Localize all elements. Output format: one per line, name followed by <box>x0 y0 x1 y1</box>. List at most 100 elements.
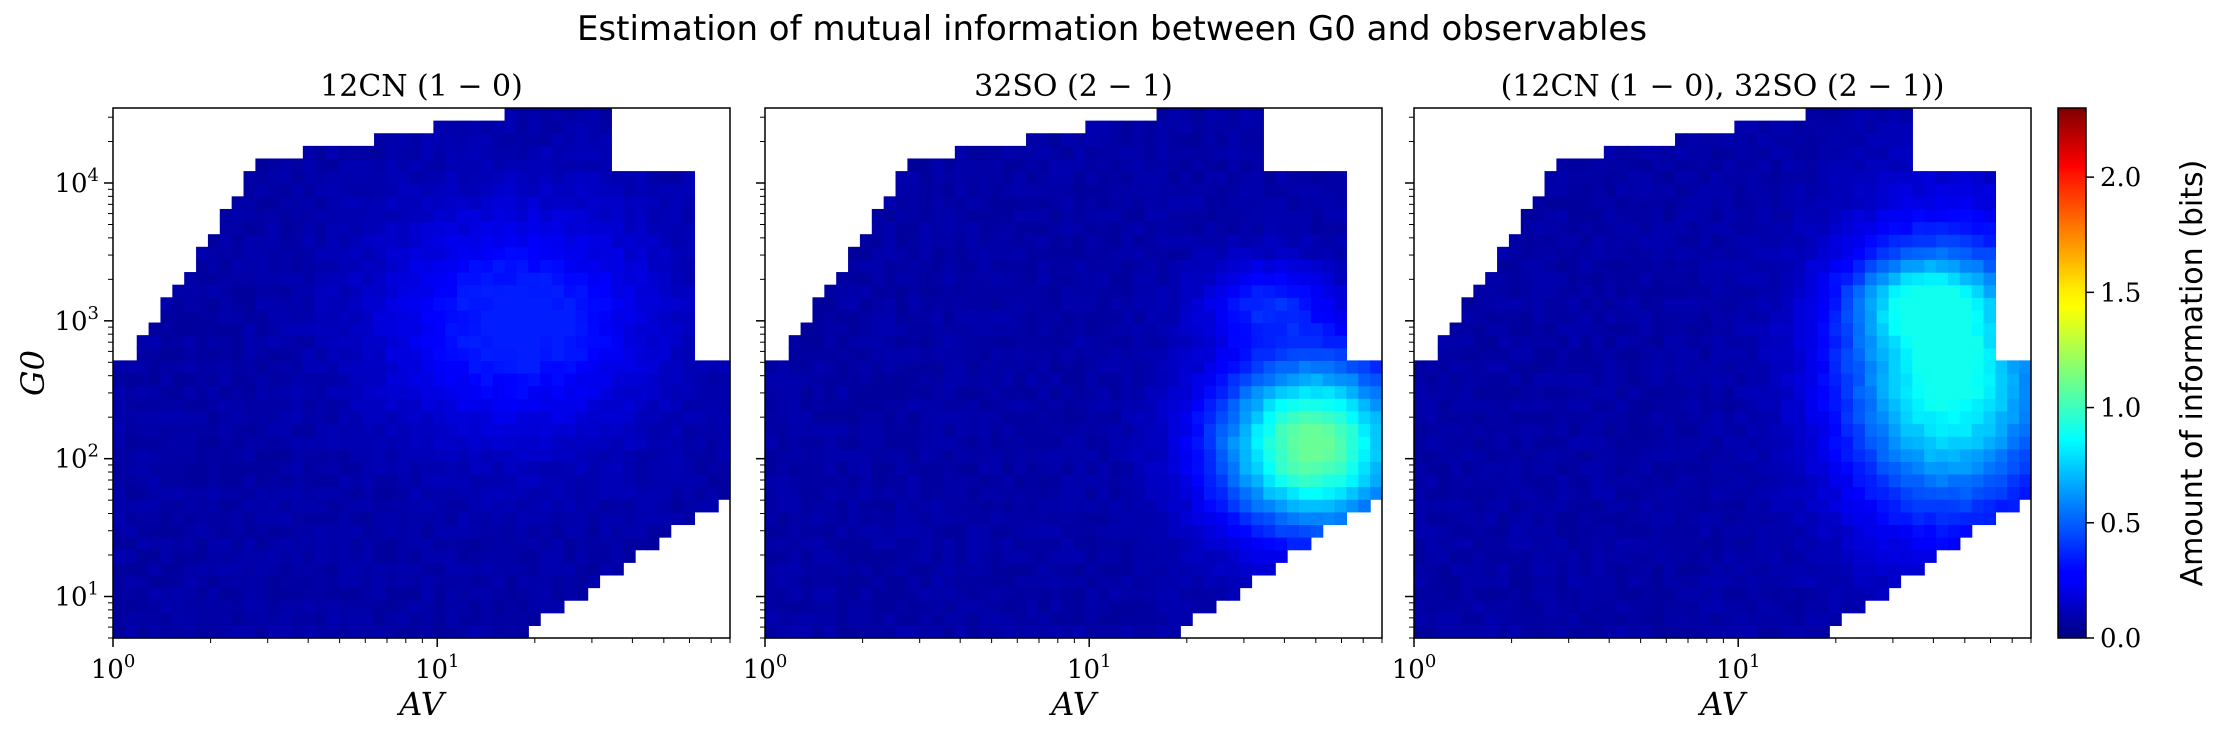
heatmap-cell <box>1014 284 1027 298</box>
heatmap-cell <box>219 272 233 286</box>
heatmap-cell <box>1461 410 1474 425</box>
heatmap-cell <box>1132 385 1146 399</box>
heatmap-cell <box>279 347 292 361</box>
heatmap-cell <box>931 234 944 248</box>
heatmap-cell <box>290 562 304 576</box>
heatmap-cell <box>563 423 577 437</box>
heatmap-cell <box>1651 145 1664 160</box>
heatmap-cell <box>1734 398 1747 412</box>
heatmap-cell <box>1002 562 1015 576</box>
heatmap-cell <box>1049 600 1063 614</box>
heatmap-cell <box>635 373 648 387</box>
heatmap-cell <box>409 436 423 450</box>
heatmap-cell <box>966 208 980 223</box>
heatmap-cell <box>1651 183 1664 197</box>
heatmap-cell <box>1532 549 1546 563</box>
heatmap-cell <box>1026 183 1039 197</box>
heatmap-cell <box>1144 322 1158 336</box>
heatmap-cell <box>1437 360 1451 374</box>
heatmap-cell <box>1829 183 1842 197</box>
heatmap-cell <box>480 612 494 626</box>
heatmap-cell <box>919 473 932 488</box>
heatmap-cell <box>1651 196 1664 210</box>
heatmap-cell <box>1686 461 1700 475</box>
heatmap-cell <box>1425 398 1439 412</box>
heatmap-cell <box>1686 284 1700 298</box>
heatmap-cell <box>1180 322 1193 336</box>
heatmap-cell <box>1615 511 1629 526</box>
heatmap-cell <box>966 574 980 589</box>
heatmap-cell <box>990 436 1003 450</box>
heatmap-cell <box>907 524 920 538</box>
heatmap-cell <box>765 549 778 563</box>
heatmap-cell <box>1073 272 1086 286</box>
heatmap-cell <box>646 309 660 324</box>
heatmap-cell <box>646 272 660 286</box>
heatmap-cell <box>1168 322 1181 336</box>
heatmap-cell <box>1120 448 1134 462</box>
heatmap-cell <box>871 208 885 223</box>
heatmap-cell <box>1627 448 1641 462</box>
heatmap-cell <box>516 108 529 122</box>
heatmap-cell <box>599 499 612 513</box>
heatmap-cell <box>1097 208 1110 223</box>
heatmap-cell <box>1346 385 1359 399</box>
heatmap-cell <box>385 221 399 235</box>
heatmap-cell <box>136 587 150 601</box>
heatmap-cell <box>1085 486 1098 500</box>
heatmap-cell <box>859 587 873 601</box>
heatmap-cell <box>113 537 126 551</box>
heatmap-cell <box>1251 473 1264 488</box>
heatmap-cell <box>528 208 541 223</box>
heatmap-cell <box>623 385 636 399</box>
heatmap-cell <box>1591 171 1605 185</box>
heatmap-cell <box>1485 284 1498 298</box>
heatmap-cell <box>1532 499 1546 513</box>
heatmap-cell <box>1097 133 1110 147</box>
heatmap-cell <box>1014 537 1027 551</box>
heatmap-cell <box>338 272 351 286</box>
heatmap-cell <box>765 410 778 425</box>
heatmap-cell <box>1085 272 1098 286</box>
heatmap-cell <box>990 373 1003 387</box>
heatmap-cell <box>338 284 351 298</box>
heatmap-cell <box>207 234 221 248</box>
heatmap-cell <box>1722 347 1735 361</box>
heatmap-cell <box>1805 208 1819 223</box>
heatmap-cell <box>255 297 268 311</box>
heatmap-cell <box>942 473 956 488</box>
heatmap-cell <box>895 183 908 197</box>
heatmap-cell <box>1532 335 1546 349</box>
heatmap-cell <box>480 259 494 273</box>
heatmap-cell <box>1805 562 1819 576</box>
heatmap-cell <box>895 612 908 626</box>
heatmap-cell <box>1263 461 1276 475</box>
heatmap-cell <box>1002 410 1015 425</box>
heatmap-cell <box>706 385 719 399</box>
heatmap-cell <box>646 196 660 210</box>
heatmap-cell <box>1239 259 1253 273</box>
heatmap-cell <box>433 574 446 589</box>
heatmap-cell <box>1663 537 1676 551</box>
heatmap-cell <box>954 410 968 425</box>
heatmap-cell <box>1698 448 1712 462</box>
heatmap-cell <box>1758 612 1771 626</box>
heatmap-cell <box>1769 297 1783 311</box>
heatmap-cell <box>267 398 280 412</box>
heatmap-cell <box>1817 108 1830 122</box>
heatmap-cell <box>184 385 197 399</box>
heatmap-cell <box>635 234 648 248</box>
heatmap-cell <box>457 511 470 526</box>
heatmap-cell <box>658 524 672 538</box>
heatmap-cell <box>1298 373 1312 387</box>
heatmap-cell <box>1049 133 1063 147</box>
heatmap-cell <box>919 436 932 450</box>
heatmap-cell <box>599 335 612 349</box>
heatmap-cell <box>1263 297 1276 311</box>
heatmap-cell <box>1239 385 1253 399</box>
heatmap-cell <box>1829 284 1842 298</box>
heatmap-cell <box>1437 473 1451 488</box>
heatmap-cell <box>1002 385 1015 399</box>
heatmap-cell <box>1793 436 1807 450</box>
heatmap-cell <box>990 272 1003 286</box>
